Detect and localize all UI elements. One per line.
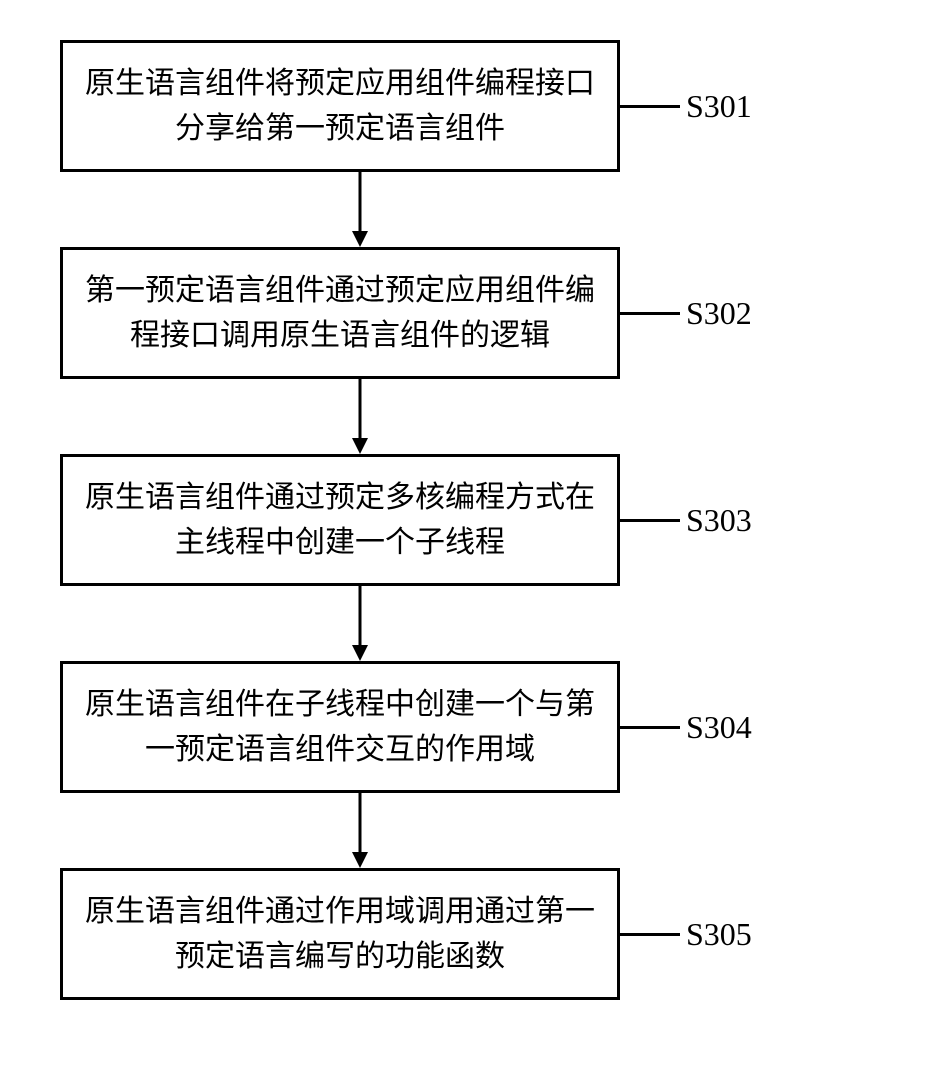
- flowchart-container: 原生语言组件将预定应用组件编程接口 分享给第一预定语言组件 S301 第一预定语言组…: [0, 40, 927, 1000]
- label-connector-S303: [620, 519, 680, 522]
- step-text-S303: 原生语言组件通过预定多核编程方式在 主线程中创建一个子线程: [85, 475, 595, 565]
- step-row-S302: 第一预定语言组件通过预定应用组件编 程接口调用原生语言组件的逻辑 S302: [0, 247, 927, 379]
- arrow-container-S304: [0, 793, 927, 868]
- step-box-S301: 原生语言组件将预定应用组件编程接口 分享给第一预定语言组件: [60, 40, 620, 172]
- label-connector-S304: [620, 726, 680, 729]
- step-text-S304: 原生语言组件在子线程中创建一个与第 一预定语言组件交互的作用域: [85, 682, 595, 772]
- step-row-S301: 原生语言组件将预定应用组件编程接口 分享给第一预定语言组件 S301: [0, 40, 927, 172]
- step-label-S301: S301: [686, 88, 752, 125]
- step-row-S304: 原生语言组件在子线程中创建一个与第 一预定语言组件交互的作用域 S304: [0, 661, 927, 793]
- arrow-down-icon: [340, 793, 380, 868]
- arrow-down-icon: [340, 172, 380, 247]
- step-text-S301: 原生语言组件将预定应用组件编程接口 分享给第一预定语言组件: [85, 61, 595, 151]
- step-label-S303: S303: [686, 502, 752, 539]
- arrow-container-S303: [0, 586, 927, 661]
- step-box-S304: 原生语言组件在子线程中创建一个与第 一预定语言组件交互的作用域: [60, 661, 620, 793]
- arrow-down-icon: [340, 586, 380, 661]
- step-box-S302: 第一预定语言组件通过预定应用组件编 程接口调用原生语言组件的逻辑: [60, 247, 620, 379]
- arrow-down-icon: [340, 379, 380, 454]
- arrow-container-S302: [0, 379, 927, 454]
- step-row-S303: 原生语言组件通过预定多核编程方式在 主线程中创建一个子线程 S303: [0, 454, 927, 586]
- label-connector-S301: [620, 105, 680, 108]
- step-label-S302: S302: [686, 295, 752, 332]
- label-connector-S302: [620, 312, 680, 315]
- step-label-S305: S305: [686, 916, 752, 953]
- step-label-S304: S304: [686, 709, 752, 746]
- label-connector-S305: [620, 933, 680, 936]
- step-text-S302: 第一预定语言组件通过预定应用组件编 程接口调用原生语言组件的逻辑: [85, 268, 595, 358]
- step-box-S303: 原生语言组件通过预定多核编程方式在 主线程中创建一个子线程: [60, 454, 620, 586]
- step-row-S305: 原生语言组件通过作用域调用通过第一 预定语言编写的功能函数 S305: [0, 868, 927, 1000]
- step-text-S305: 原生语言组件通过作用域调用通过第一 预定语言编写的功能函数: [85, 889, 595, 979]
- step-box-S305: 原生语言组件通过作用域调用通过第一 预定语言编写的功能函数: [60, 868, 620, 1000]
- arrow-container-S301: [0, 172, 927, 247]
